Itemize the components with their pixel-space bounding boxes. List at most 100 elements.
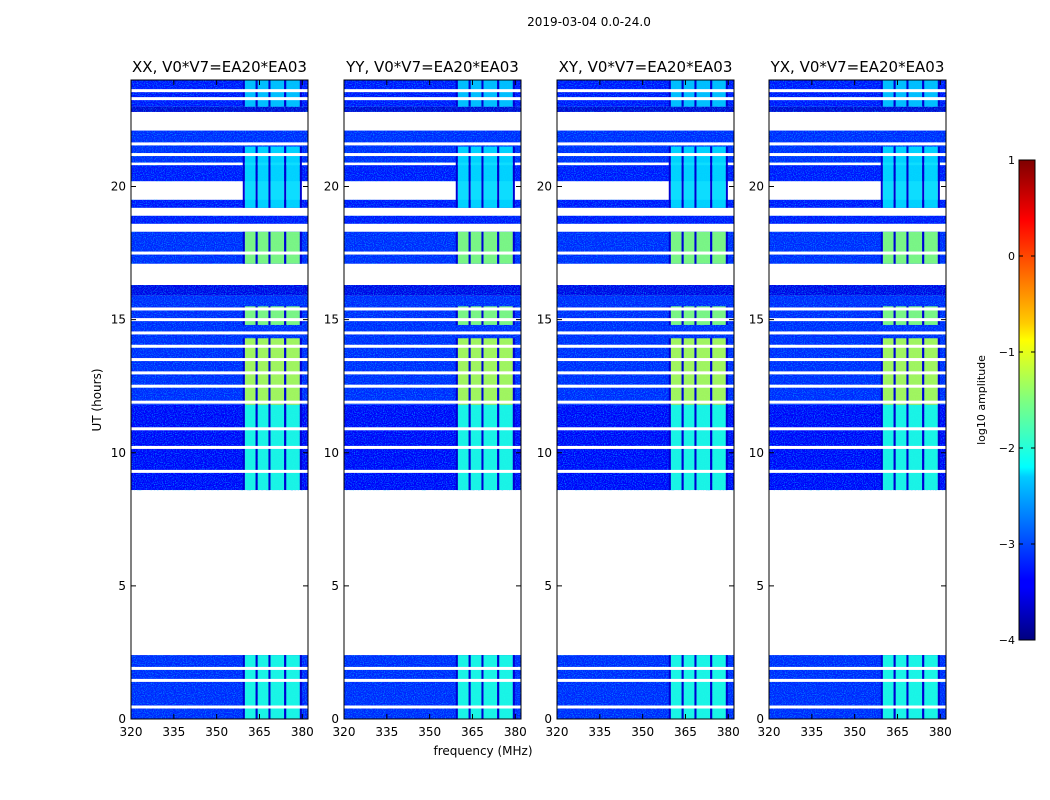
rfi-block — [924, 655, 938, 719]
flagged-row — [131, 331, 308, 335]
rfi-gap — [880, 80, 883, 107]
data-segment-noise — [131, 285, 308, 296]
y-tick-label: 0 — [544, 712, 552, 726]
flagged-row — [344, 400, 521, 404]
flagged-row — [131, 445, 308, 449]
flagged-row — [344, 371, 521, 375]
panel-title: YX, V0*V7=EA20*EA03 — [770, 58, 945, 76]
rfi-block — [257, 231, 269, 264]
rfi-gap — [893, 655, 896, 719]
rfi-gap — [681, 231, 684, 264]
flagged-row — [344, 427, 521, 431]
rfi-block — [483, 231, 498, 264]
rfi-block — [712, 80, 726, 107]
rfi-gap — [710, 80, 713, 107]
rfi-gap — [893, 80, 896, 107]
x-tick-label: 335 — [588, 725, 611, 739]
rfi-block — [908, 80, 923, 107]
rfi-block — [683, 306, 695, 325]
flagged-row — [557, 89, 734, 93]
y-tick-label: 20 — [111, 180, 126, 194]
flagged-row — [769, 427, 946, 431]
rfi-gap — [242, 146, 245, 208]
rfi-block — [457, 146, 469, 208]
colorbar-tick-label: 0 — [1008, 250, 1015, 263]
panel-4-image — [769, 80, 946, 719]
rfi-gap — [725, 146, 728, 208]
rfi-block — [712, 146, 726, 208]
panel-3-image — [557, 80, 734, 719]
rfi-gap — [922, 655, 925, 719]
rfi-block — [882, 80, 894, 107]
rfi-block — [683, 655, 695, 719]
rfi-block — [286, 231, 300, 264]
x-tick-label: 335 — [162, 725, 185, 739]
flagged-row — [131, 678, 308, 682]
rfi-gap — [725, 231, 728, 264]
data-segment-noise — [344, 215, 521, 224]
rfi-gap — [468, 231, 471, 264]
y-tick-label: 10 — [537, 446, 552, 460]
colorbar-gradient — [1018, 159, 1036, 641]
rfi-block — [470, 146, 482, 208]
flagged-row — [344, 318, 521, 322]
rfi-block — [696, 146, 711, 208]
rfi-gap — [937, 306, 940, 325]
colorbar-label-text: log10 amplitude — [975, 355, 988, 445]
x-tick-label: 320 — [546, 725, 569, 739]
colorbar: 1 0 −1 −2 −3 −4 log10 amplitude — [975, 154, 1036, 647]
flagged-row — [769, 371, 946, 375]
rfi-block — [670, 146, 682, 208]
rfi-gap — [255, 80, 258, 107]
rfi-block — [670, 306, 682, 325]
y-tick-label: 20 — [537, 180, 552, 194]
y-tick-label: 5 — [756, 579, 764, 593]
rfi-gap — [512, 306, 515, 325]
rfi-block — [895, 231, 907, 264]
rfi-gap — [481, 655, 484, 719]
rfi-block — [270, 80, 285, 107]
flagged-row — [557, 97, 734, 101]
rfi-gap — [668, 306, 671, 325]
data-segment-noise — [131, 215, 308, 224]
rfi-block — [470, 231, 482, 264]
flagged-row — [131, 705, 308, 709]
flagged-row — [131, 358, 308, 362]
rfi-block — [499, 146, 513, 208]
rfi-gap — [284, 306, 287, 325]
panel-4: YX, V0*V7=EA20*EA03 320 335 350 365 380 0 5 10 15… — [749, 58, 952, 739]
rfi-gap — [512, 231, 515, 264]
panel-frame — [768, 79, 947, 720]
flagged-row — [557, 318, 734, 322]
flagged-row — [769, 384, 946, 388]
colorbar-tick-label: 1 — [1008, 154, 1015, 167]
rfi-block — [286, 655, 300, 719]
rfi-block — [696, 231, 711, 264]
rfi-block — [882, 655, 894, 719]
rfi-gap — [481, 306, 484, 325]
rfi-gap — [468, 146, 471, 208]
rfi-block — [457, 231, 469, 264]
rfi-gap — [468, 655, 471, 719]
x-tick-label: 350 — [418, 725, 441, 739]
rfi-gap — [497, 306, 500, 325]
flagged-row — [557, 307, 734, 311]
rfi-gap — [255, 306, 258, 325]
x-tick-label: 335 — [375, 725, 398, 739]
rfi-gap — [468, 80, 471, 107]
panel-frame — [556, 79, 735, 720]
rfi-block — [670, 80, 682, 107]
rfi-gap — [710, 231, 713, 264]
flagged-row — [131, 400, 308, 404]
rfi-gap — [922, 80, 925, 107]
rfi-gap — [455, 655, 458, 719]
x-tick-label: 365 — [461, 725, 484, 739]
rfi-block — [683, 80, 695, 107]
flagged-row — [131, 371, 308, 375]
rfi-block — [908, 146, 923, 208]
rfi-gap — [242, 306, 245, 325]
rfi-gap — [284, 655, 287, 719]
rfi-block — [457, 655, 469, 719]
flagged-row — [769, 331, 946, 335]
